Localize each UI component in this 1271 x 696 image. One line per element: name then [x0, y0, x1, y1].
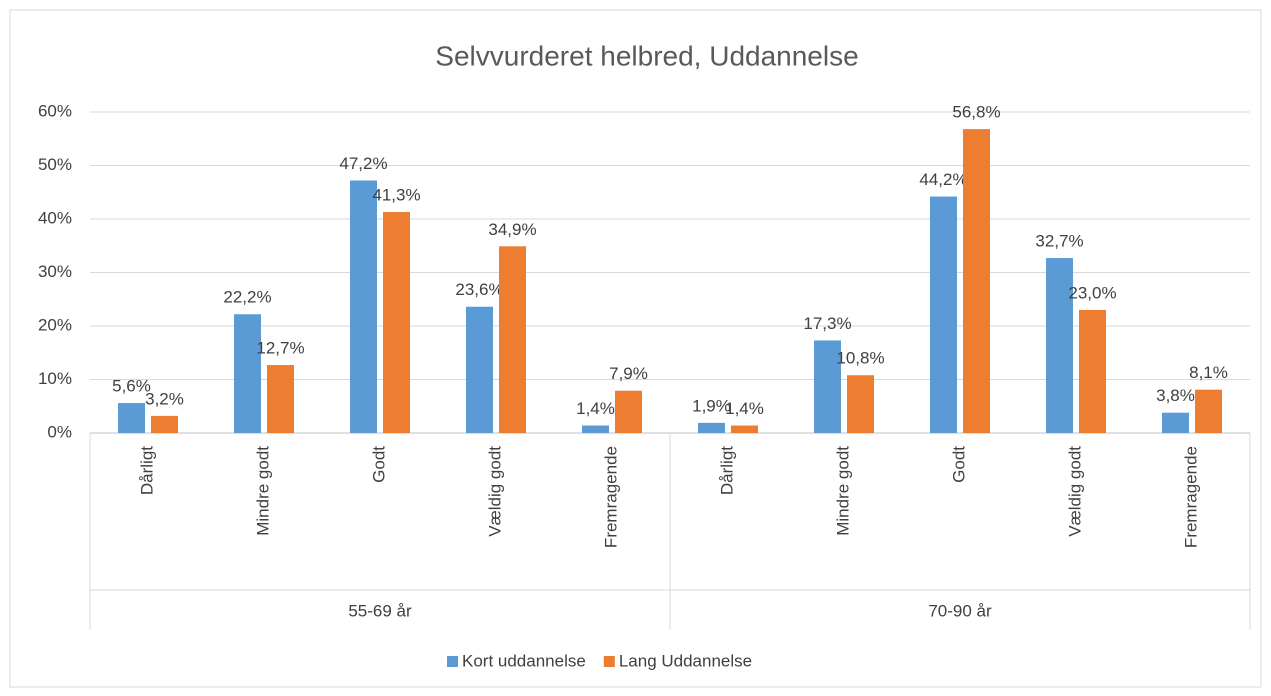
x-tick-label: Dårligt: [717, 446, 736, 495]
y-tick-label: 10%: [38, 369, 72, 388]
bar: [350, 180, 377, 433]
y-tick-label: 0%: [47, 422, 72, 441]
x-tick-label: Fremragende: [1181, 446, 1200, 548]
legend-swatch: [603, 656, 615, 667]
bar: [267, 365, 294, 433]
x-tick-label: Fremragende: [601, 446, 620, 548]
chart-title: Selvvurderet helbred, Uddannelse: [435, 40, 858, 71]
value-label: 8,1%: [1189, 363, 1228, 382]
bar: [615, 390, 642, 433]
value-label: 41,3%: [372, 186, 420, 205]
bar: [466, 306, 493, 433]
value-label: 47,2%: [339, 154, 387, 173]
x-tick-label: Dårligt: [137, 446, 156, 495]
bar: [847, 375, 874, 433]
bar: [930, 196, 957, 433]
bar: [1046, 258, 1073, 433]
value-label: 1,9%: [692, 396, 731, 415]
x-tick-label: Vældig godt: [485, 446, 504, 537]
bar: [814, 340, 841, 433]
value-label: 7,9%: [609, 364, 648, 383]
y-tick-label: 40%: [38, 208, 72, 227]
bar: [118, 403, 145, 433]
bar: [1195, 389, 1222, 433]
value-label: 32,7%: [1035, 232, 1083, 251]
bar: [731, 425, 758, 433]
legend-label: Kort uddannelse: [462, 651, 586, 670]
bar: [698, 422, 725, 433]
value-label: 22,2%: [223, 288, 271, 307]
x-tick-label: Godt: [949, 446, 968, 483]
bar: [383, 212, 410, 433]
group-label: 70-90 år: [928, 601, 992, 620]
x-tick-label: Mindre godt: [253, 446, 272, 536]
value-label: 56,8%: [952, 103, 1000, 122]
bar: [499, 246, 526, 433]
value-label: 10,8%: [836, 349, 884, 368]
bar: [582, 425, 609, 433]
value-label: 3,8%: [1156, 386, 1195, 405]
bar: [234, 314, 261, 433]
value-label: 1,4%: [576, 399, 615, 418]
x-tick-label: Mindre godt: [833, 446, 852, 536]
value-label: 1,4%: [725, 399, 764, 418]
value-label: 17,3%: [803, 314, 851, 333]
legend-swatch: [447, 656, 458, 667]
y-tick-label: 20%: [38, 315, 72, 334]
x-tick-label: Vældig godt: [1065, 446, 1084, 537]
bar: [1079, 309, 1106, 433]
bar: [1162, 412, 1189, 433]
value-label: 12,7%: [256, 339, 304, 358]
value-label: 23,6%: [455, 280, 503, 299]
y-tick-label: 50%: [38, 155, 72, 174]
group-label: 55-69 år: [348, 601, 412, 620]
value-label: 34,9%: [488, 220, 536, 239]
y-tick-label: 30%: [38, 262, 72, 281]
x-tick-label: Godt: [369, 446, 388, 483]
value-label: 3,2%: [145, 389, 184, 408]
y-tick-label: 60%: [38, 101, 72, 120]
value-label: 44,2%: [919, 170, 967, 189]
bar: [151, 415, 178, 433]
value-label: 23,0%: [1068, 283, 1116, 302]
bar: [963, 129, 990, 433]
value-label: 5,6%: [112, 377, 151, 396]
legend-label: Lang Uddannelse: [619, 651, 752, 670]
